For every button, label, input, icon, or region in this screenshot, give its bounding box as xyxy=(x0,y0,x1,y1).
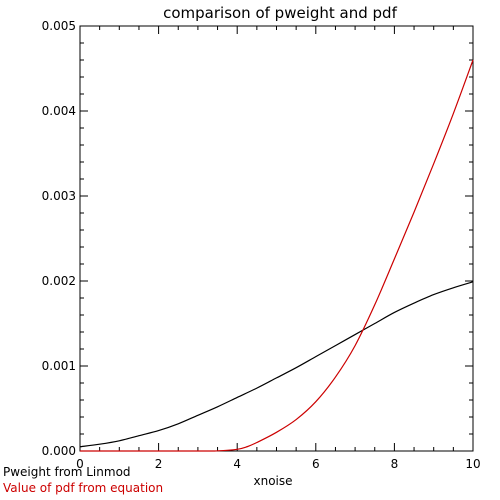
x-tick-label: 6 xyxy=(312,457,320,471)
x-tick-label: 8 xyxy=(391,457,399,471)
y-tick-label: 0.005 xyxy=(42,19,76,33)
series-line-0 xyxy=(79,281,474,448)
legend-entry-pweight: Pweight from Linmod xyxy=(3,465,131,479)
plot-area xyxy=(79,25,474,452)
x-axis: 0 2 4 6 8 10 xyxy=(76,26,481,471)
series-lines xyxy=(79,59,474,452)
chart-title: comparison of pweight and pdf xyxy=(163,4,397,22)
x-tick-label: 10 xyxy=(465,457,480,471)
y-tick-label: 0.000 xyxy=(42,444,76,458)
y-tick-label: 0.002 xyxy=(42,274,76,288)
plot-frame xyxy=(79,25,474,452)
x-axis-label: xnoise xyxy=(253,474,292,488)
y-axis: 0.000 0.001 0.002 0.003 0.004 0.005 xyxy=(42,19,473,458)
y-tick-label: 0.004 xyxy=(42,104,76,118)
y-tick-label: 0.003 xyxy=(42,189,76,203)
legend-entry-pdf: Value of pdf from equation xyxy=(3,481,163,495)
series-line-1 xyxy=(79,59,474,452)
x-tick-label: 4 xyxy=(233,457,241,471)
x-tick-label: 0 xyxy=(76,457,84,471)
y-tick-label: 0.001 xyxy=(42,359,76,373)
x-tick-label: 2 xyxy=(155,457,163,471)
